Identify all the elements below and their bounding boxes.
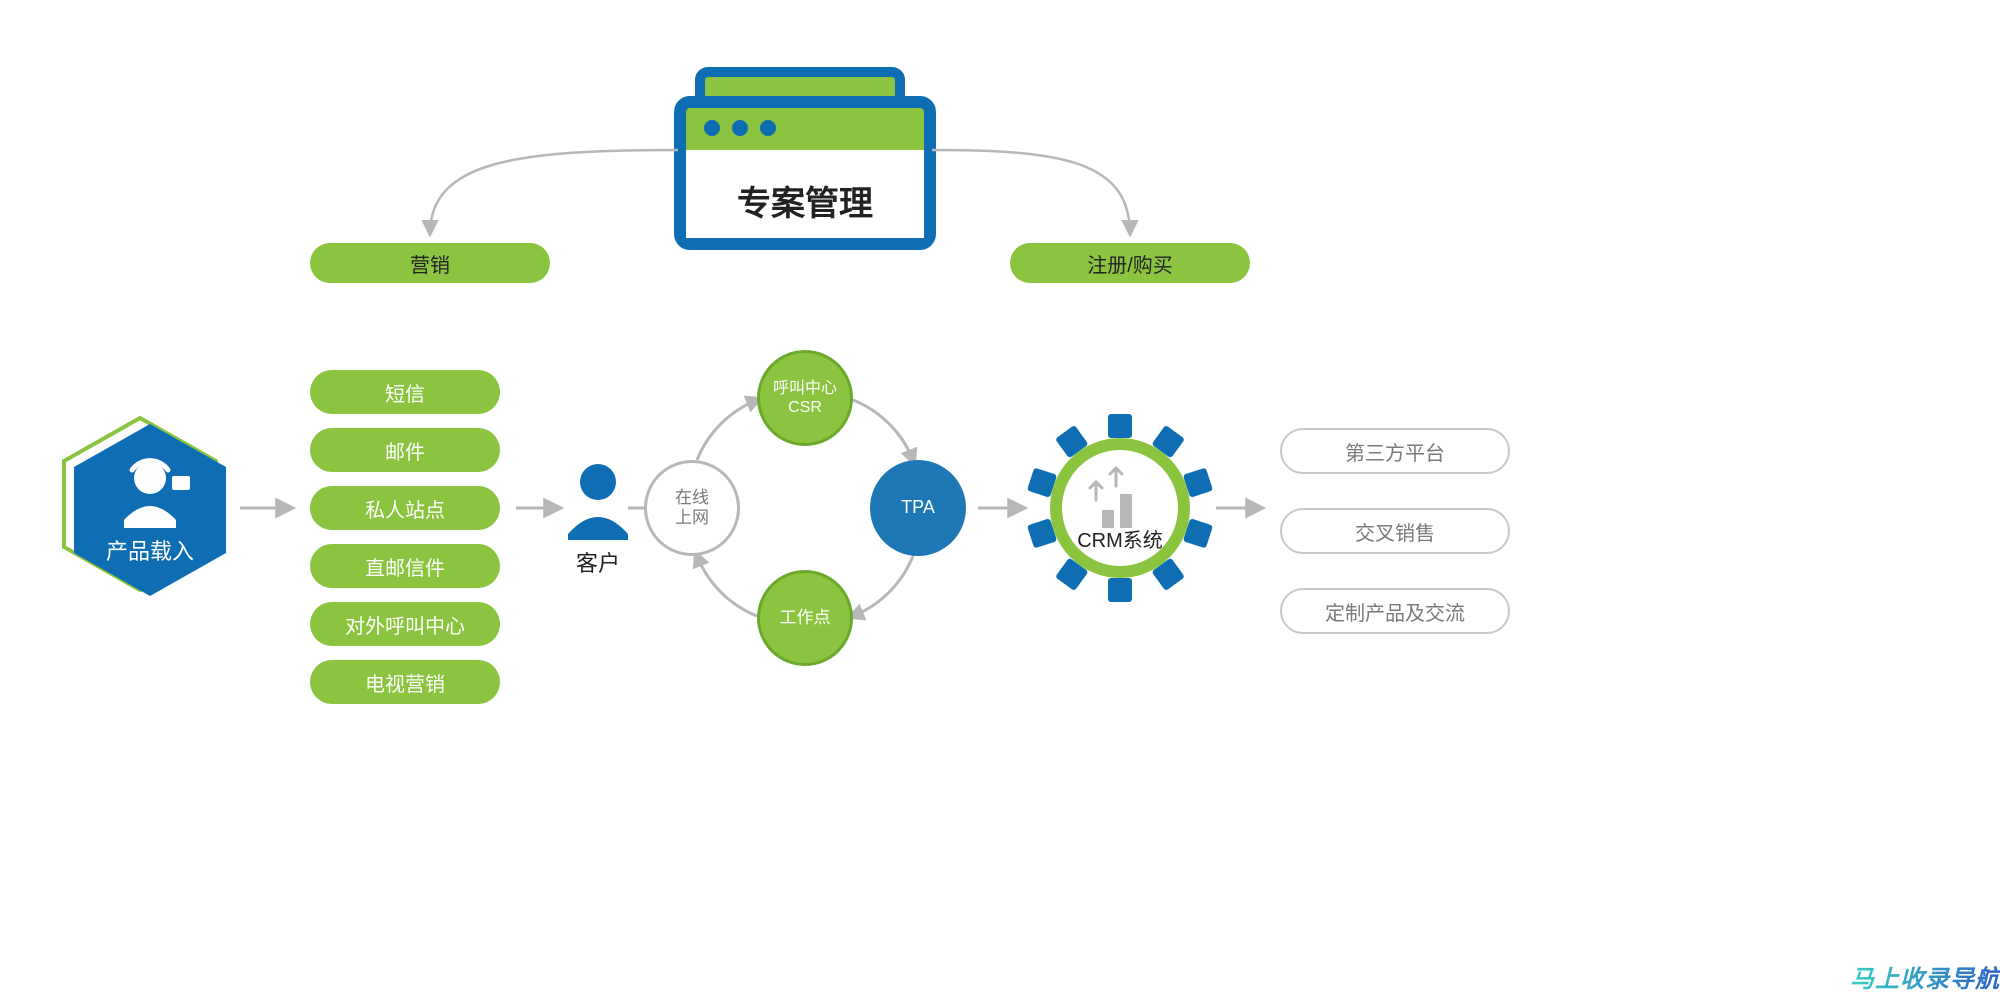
- channel-pill: 邮件: [310, 428, 500, 472]
- hexagon-label: 产品载入: [92, 534, 208, 566]
- cycle-node-left: 在线上网: [644, 460, 740, 556]
- output-pill: 交叉销售: [1280, 508, 1510, 554]
- channel-pill: 私人站点: [310, 486, 500, 530]
- channel-pill: 电视营销: [310, 660, 500, 704]
- hexagon-product-input: [64, 418, 226, 596]
- channel-pill: 直邮信件: [310, 544, 500, 588]
- channel-pill: 短信: [310, 370, 500, 414]
- customer-icon: [568, 464, 628, 540]
- crm-gear-icon: [1027, 414, 1213, 602]
- output-pill: 定制产品及交流: [1280, 588, 1510, 634]
- curve-arrow-right: [932, 150, 1130, 234]
- curve-arrow-left: [430, 150, 678, 234]
- watermark: 马上收录导航: [1850, 959, 2000, 994]
- crm-label: CRM系统: [1074, 524, 1166, 553]
- pill-register: 注册/购买: [1010, 243, 1250, 283]
- cycle-node-bottom: 工作点: [757, 570, 853, 666]
- channel-pill: 对外呼叫中心: [310, 602, 500, 646]
- case-mgmt-title: 专案管理: [680, 176, 930, 225]
- output-pill: 第三方平台: [1280, 428, 1510, 474]
- cycle-node-top: 呼叫中心CSR: [757, 350, 853, 446]
- cycle-node-right: TPA: [870, 460, 966, 556]
- customer-label: 客户: [572, 546, 624, 578]
- pill-marketing: 营销: [310, 243, 550, 283]
- diagram-canvas: [0, 0, 2000, 1000]
